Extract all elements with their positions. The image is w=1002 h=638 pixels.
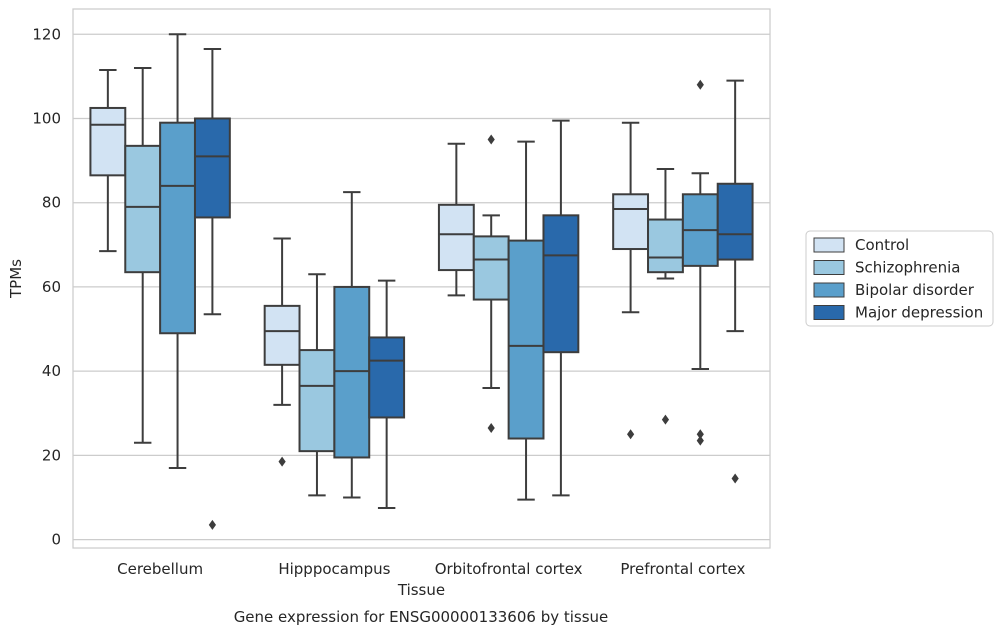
outlier-point (696, 435, 704, 446)
box (647, 218, 684, 274)
box (89, 106, 127, 177)
box-group (716, 79, 754, 484)
box (193, 117, 231, 219)
box (298, 349, 336, 453)
x-tick-label: Prefrontal cortex (620, 560, 745, 578)
y-tick-label: 20 (42, 446, 61, 464)
box (124, 144, 162, 274)
box-group (681, 79, 719, 446)
outlier-point (696, 429, 704, 440)
box-group (333, 191, 371, 499)
box (368, 336, 406, 419)
legend-swatch (813, 237, 845, 253)
x-tick-label: Cerebellum (117, 560, 203, 578)
y-tick-label: 40 (42, 362, 61, 380)
legend-frame (805, 230, 994, 327)
y-axis-label: TPMs (7, 259, 25, 299)
legend-label: Major depression (855, 304, 983, 322)
legend-swatch (813, 260, 845, 275)
y-tick-label: 60 (42, 278, 61, 296)
box-group (472, 134, 510, 433)
legend-swatch (813, 282, 845, 298)
y-tick-label: 0 (51, 531, 61, 549)
box (472, 235, 510, 301)
box (612, 193, 650, 251)
box-group (542, 119, 580, 497)
box (716, 182, 754, 261)
box-group (368, 279, 406, 509)
outlier-point (487, 422, 495, 433)
outlier-point (487, 134, 495, 145)
outlier-point (278, 456, 286, 467)
legend-label: Bipolar disorder (855, 281, 975, 299)
legend-label: Schizophrenia (855, 259, 960, 277)
chart-title: Gene expression for ENSG00000133606 by t… (234, 608, 609, 626)
box (333, 285, 371, 459)
box-group (647, 168, 684, 425)
box-group (159, 33, 196, 469)
outlier-point (696, 79, 704, 90)
outlier-point (661, 414, 670, 425)
outlier-point (627, 429, 635, 440)
x-axis-label: Tissue (397, 581, 445, 599)
box-group (437, 142, 475, 297)
box (263, 304, 301, 366)
box-layer (89, 33, 754, 530)
legend: Control Schizophrenia Bipolar disorder Majo… (805, 230, 994, 327)
box-group (612, 121, 650, 440)
x-tick-labels: Cerebellum Hipppocampus Orbitofrontal cort… (117, 560, 745, 578)
x-tick-label: Orbitofrontal cortex (435, 560, 583, 578)
y-tick-label: 100 (32, 109, 61, 127)
outlier-point (731, 473, 739, 484)
y-tick-label: 80 (42, 194, 61, 212)
x-tick-label: Hipppocampus (278, 560, 390, 578)
box (159, 121, 196, 335)
plot-frame (72, 8, 771, 549)
box-group (263, 237, 301, 467)
box (507, 239, 545, 440)
legend-swatch (813, 305, 845, 320)
outlier-point (208, 519, 216, 530)
y-tick-label: 120 (32, 25, 61, 43)
y-tick-labels: 0 20 40 60 80 100 120 (32, 25, 61, 548)
box-group (193, 48, 231, 530)
box-group (124, 66, 162, 444)
box-group (298, 273, 336, 497)
legend-label: Control (855, 236, 909, 254)
box-group (89, 69, 127, 253)
box (437, 203, 475, 272)
box (542, 214, 580, 354)
box-group (507, 140, 545, 501)
